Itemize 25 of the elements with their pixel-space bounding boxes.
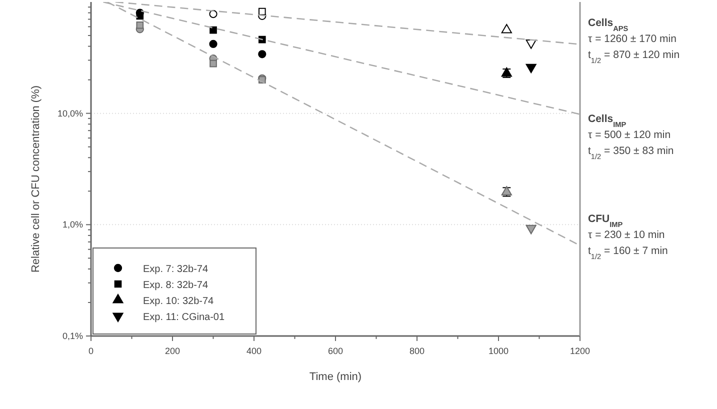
- y-axis-title: Relative cell or CFU concentration (%): [30, 85, 42, 273]
- legend-label: Exp. 10: 32b-74: [143, 296, 214, 307]
- text: τ = 230 ± 10 min: [588, 229, 665, 241]
- x-axis-title: Time (min): [309, 371, 362, 383]
- x-tick-label: 1200: [570, 346, 590, 356]
- legend-label: Exp. 8: 32b-74: [143, 280, 208, 291]
- x-tick-label: 800: [409, 346, 425, 356]
- x-tick-label: 400: [246, 346, 262, 356]
- text: τ = 1260 ± 170 min: [588, 33, 677, 45]
- y-tick-label: 1,0%: [62, 220, 83, 230]
- x-tick-label: 600: [328, 346, 344, 356]
- text: t$_{1/2}$ = 160 ± 7 min: [588, 245, 668, 260]
- text: Cells$_{IMP}$: [588, 113, 626, 128]
- x-tick-label: 1000: [488, 346, 509, 356]
- legend-label: Exp. 11: CGina-01: [143, 312, 225, 323]
- text: τ = 500 ± 120 min: [588, 129, 671, 141]
- y-tick-label: 10,0%: [57, 108, 83, 118]
- y-tick-label: 0,1%: [62, 331, 83, 341]
- legend-label: Exp. 7: 32b-74: [143, 264, 208, 275]
- text: t$_{1/2}$ = 350 ± 83 min: [588, 145, 674, 160]
- text: t$_{1/2}$ = 870 ± 120 min: [588, 49, 680, 64]
- text: Cells$_{APS}$: [588, 17, 628, 32]
- x-tick-label: 0: [88, 346, 94, 356]
- text: CFU$_{IMP}$: [588, 213, 623, 228]
- x-tick-label: 200: [164, 346, 180, 356]
